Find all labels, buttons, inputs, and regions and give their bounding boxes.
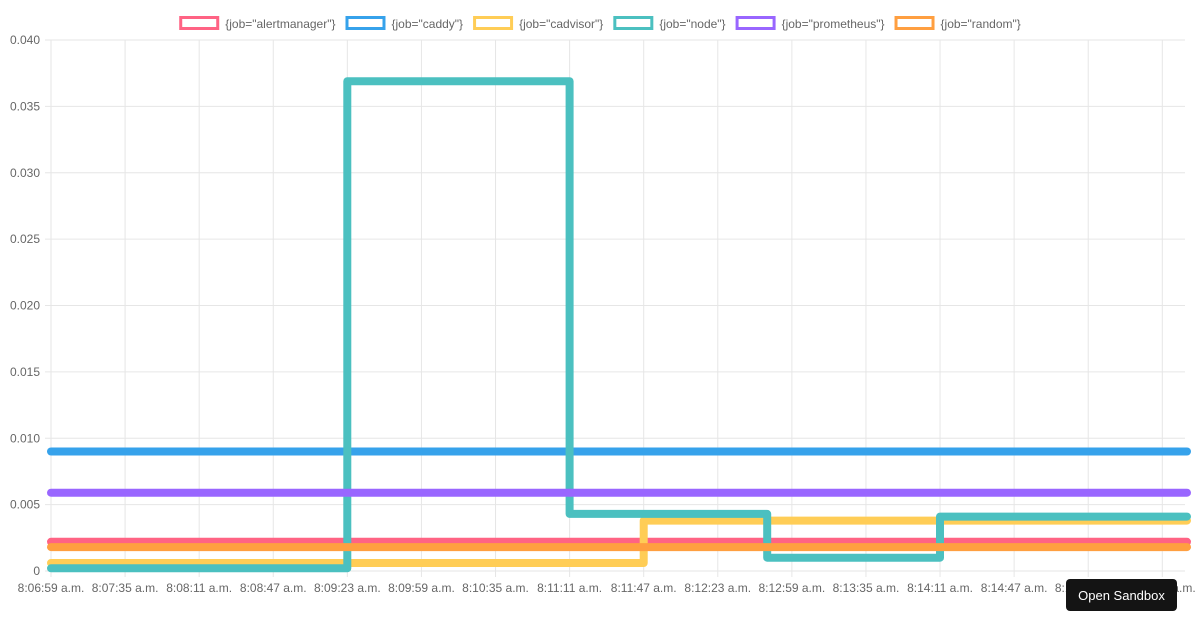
x-tick-label: 8:09:23 a.m. (314, 581, 381, 595)
legend-label: {job="caddy"} (391, 17, 463, 31)
y-tick-label: 0 (33, 564, 40, 578)
legend-label: {job="node"} (659, 17, 725, 31)
legend-swatch (613, 16, 654, 30)
y-tick-label: 0.005 (10, 498, 40, 512)
legend-swatch (179, 16, 220, 30)
open-sandbox-button[interactable]: Open Sandbox (1066, 579, 1177, 611)
x-tick-label: 8:07:35 a.m. (92, 581, 159, 595)
y-tick-label: 0.020 (10, 299, 40, 313)
legend-item[interactable]: {job="node"} (613, 16, 726, 31)
x-tick-label: 8:13:35 a.m. (833, 581, 900, 595)
y-tick-label: 0.030 (10, 166, 40, 180)
legend: {job="alertmanager"} {job="caddy"} {job="c… (179, 16, 1021, 31)
legend-label: {job="prometheus"} (782, 17, 885, 31)
y-axis: 0 0.005 0.010 0.015 0.020 0.025 0.030 0.035 0.04… (10, 33, 40, 578)
legend-item[interactable]: {job="cadvisor"} (473, 16, 604, 31)
legend-item[interactable]: {job="prometheus"} (735, 16, 885, 31)
legend-label: {job="random"} (941, 17, 1021, 31)
legend-swatch (473, 16, 514, 30)
legend-swatch (345, 16, 386, 30)
x-tick-label: 8:14:11 a.m. (907, 581, 973, 595)
y-tick-label: 0.015 (10, 365, 40, 379)
x-tick-label: 8:11:47 a.m. (611, 581, 677, 595)
y-tick-label: 0.010 (10, 431, 40, 445)
x-tick-label: 8:09:59 a.m. (388, 581, 455, 595)
x-tick-label: 8:06:59 a.m. (18, 581, 85, 595)
legend-label: {job="cadvisor"} (519, 17, 603, 31)
legend-item[interactable]: {job="random"} (894, 16, 1021, 31)
y-tick-label: 0.035 (10, 99, 40, 113)
x-axis: 8:06:59 a.m. 8:07:35 a.m. 8:08:11 a.m. 8:08… (18, 581, 1196, 595)
x-tick-label: 8:10:35 a.m. (462, 581, 529, 595)
x-tick-label: 8:12:59 a.m. (759, 581, 826, 595)
series-line (47, 77, 1191, 573)
x-tick-label: 8:14:47 a.m. (981, 581, 1048, 595)
y-tick-label: 0.025 (10, 232, 40, 246)
legend-item[interactable]: {job="alertmanager"} (179, 16, 336, 31)
x-tick-label: 8:08:47 a.m. (240, 581, 307, 595)
legend-swatch (735, 16, 776, 30)
y-tick-label: 0.040 (10, 33, 40, 47)
x-tick-label: 8:11:11 a.m. (537, 581, 602, 595)
x-tick-label: 8:12:23 a.m. (684, 581, 751, 595)
x-tick-label: 8:08:11 a.m. (166, 581, 232, 595)
legend-item[interactable]: {job="caddy"} (345, 16, 463, 31)
legend-swatch (894, 16, 935, 30)
legend-label: {job="alertmanager"} (225, 17, 335, 31)
series-lines (47, 77, 1191, 573)
